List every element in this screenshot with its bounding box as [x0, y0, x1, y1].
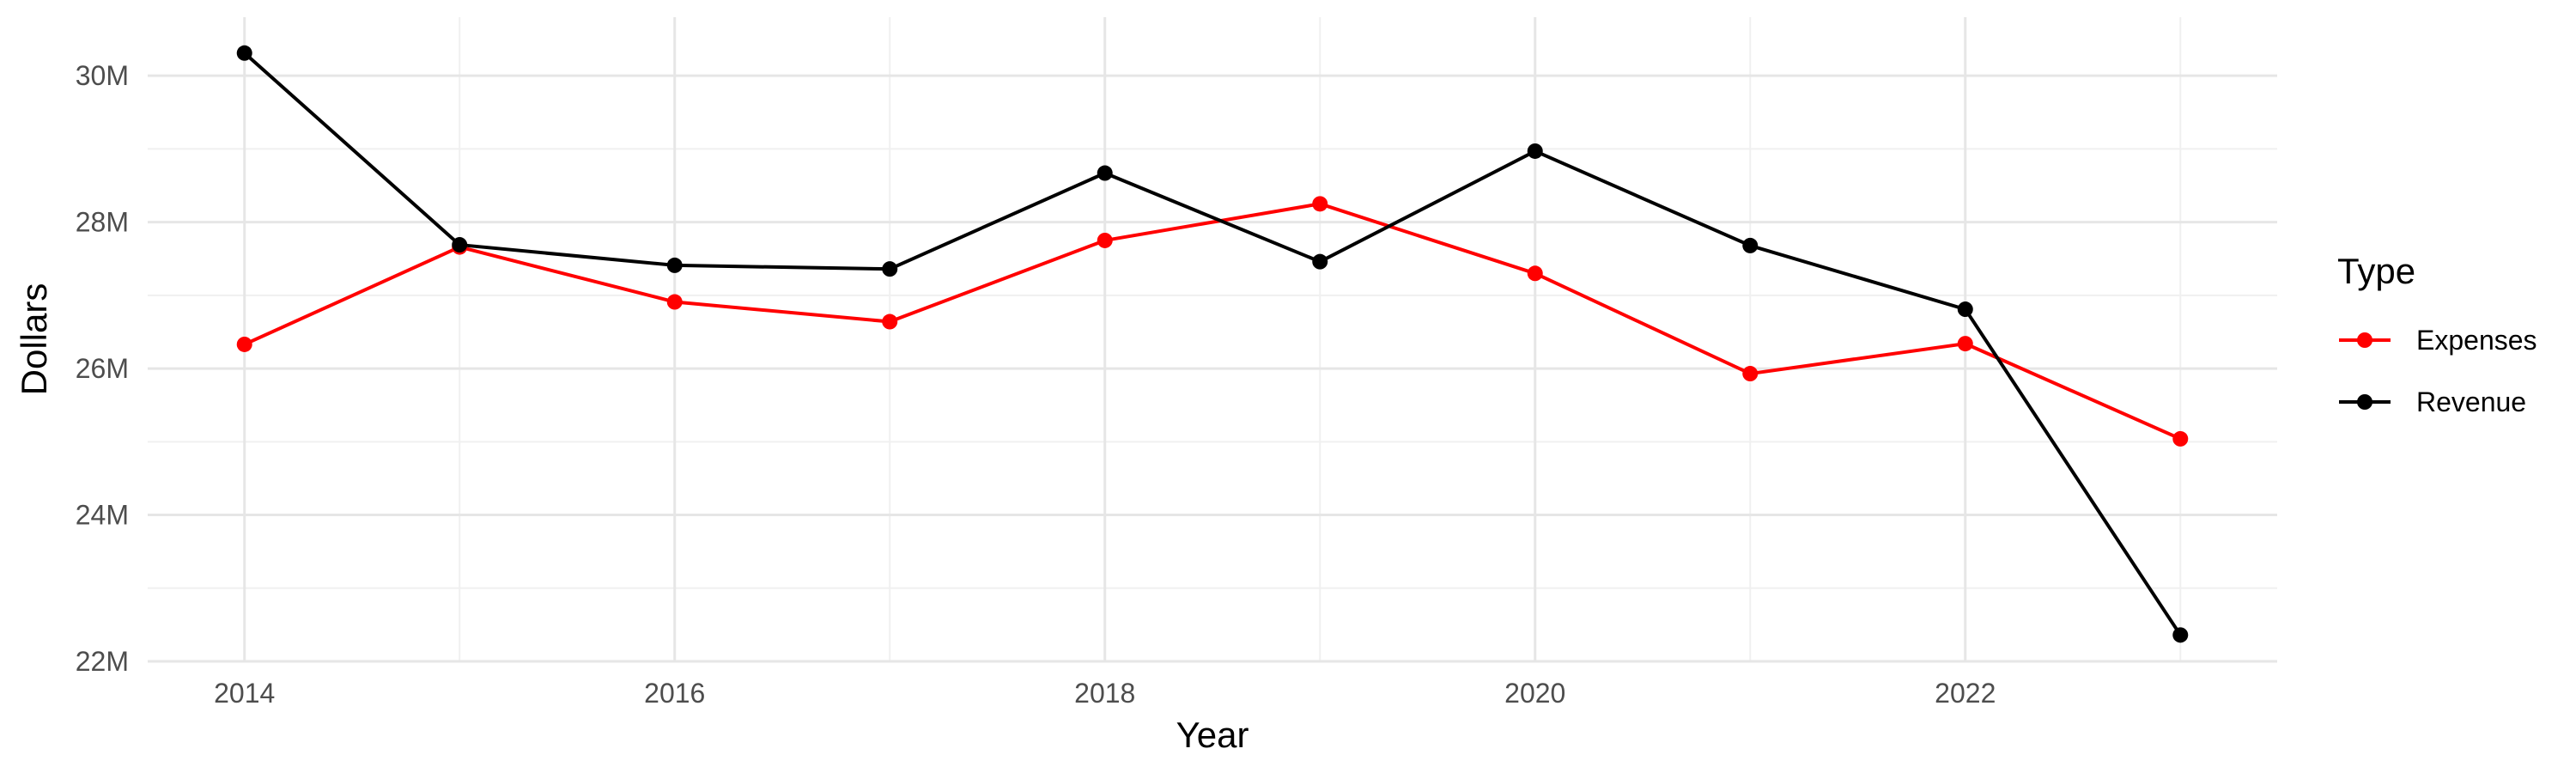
- data-point-expenses: [236, 336, 252, 352]
- data-point-revenue: [452, 237, 468, 253]
- y-tick-label: 22M: [76, 646, 129, 677]
- x-axis-title: Year: [1176, 715, 1249, 755]
- data-point-revenue: [666, 257, 683, 273]
- legend-swatch-point: [2357, 332, 2372, 348]
- data-point-expenses: [1527, 265, 1543, 282]
- data-point-revenue: [1742, 237, 1759, 253]
- series-line-revenue: [243, 52, 2182, 636]
- y-tick-label: 26M: [76, 353, 129, 384]
- data-point-revenue: [1957, 301, 1973, 318]
- data-point-expenses: [666, 294, 683, 310]
- y-tick-label: 24M: [76, 500, 129, 531]
- legend: Type Expenses Revenue: [2337, 251, 2537, 417]
- data-point-expenses: [1742, 366, 1759, 382]
- y-axis-title: Dollars: [14, 283, 54, 396]
- legend-label: Revenue: [2416, 386, 2526, 417]
- legend-title: Type: [2337, 251, 2415, 291]
- series-line-expenses: [243, 202, 2182, 441]
- data-point-expenses: [1957, 336, 1973, 352]
- data-point-expenses: [1097, 232, 1113, 248]
- data-point-revenue: [1527, 143, 1543, 159]
- data-point-expenses: [2172, 430, 2189, 447]
- data-point-revenue: [236, 45, 252, 61]
- grid-lines: [148, 17, 2277, 663]
- y-axis-ticks: 22M 24M 26M 28M 30M: [76, 60, 129, 677]
- data-point-revenue: [2172, 627, 2189, 643]
- x-tick-label: 2020: [1504, 678, 1565, 709]
- x-tick-label: 2018: [1074, 678, 1135, 709]
- data-point-revenue: [882, 261, 898, 277]
- y-tick-label: 30M: [76, 60, 129, 91]
- x-axis-ticks: 2014 2016 2018 2020 2022: [214, 678, 1996, 709]
- x-tick-label: 2014: [214, 678, 275, 709]
- x-tick-label: 2016: [644, 678, 705, 709]
- data-point-revenue: [1312, 253, 1328, 270]
- legend-swatch-point: [2357, 394, 2372, 410]
- legend-item-revenue: Revenue: [2339, 386, 2526, 417]
- x-tick-label: 2022: [1935, 678, 1996, 709]
- data-point-expenses: [1312, 196, 1328, 212]
- legend-item-expenses: Expenses: [2339, 325, 2537, 356]
- legend-items: Expenses Revenue: [2339, 325, 2537, 417]
- series-lines: [236, 45, 2189, 643]
- data-point-expenses: [882, 313, 898, 330]
- legend-label: Expenses: [2416, 325, 2537, 356]
- y-tick-label: 28M: [76, 207, 129, 238]
- data-point-revenue: [1097, 165, 1113, 181]
